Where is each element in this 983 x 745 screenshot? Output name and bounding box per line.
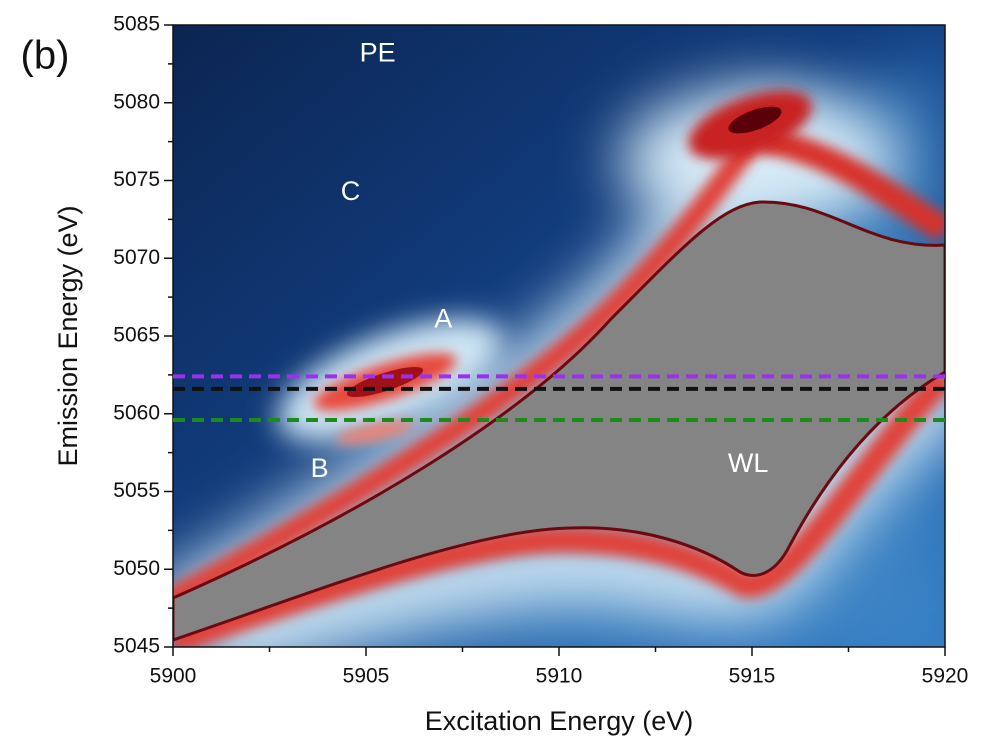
annotation: C bbox=[341, 176, 361, 206]
x-tick-label: 5900 bbox=[150, 665, 197, 688]
y-tick-label: 5060 bbox=[113, 401, 160, 424]
y-tick-label: 5070 bbox=[113, 246, 160, 269]
x-tick-label: 5905 bbox=[343, 665, 390, 688]
x-tick-label: 5915 bbox=[729, 665, 776, 688]
y-tick-label: 5080 bbox=[113, 90, 160, 113]
x-tick-label: 5920 bbox=[922, 665, 969, 688]
intensity-map bbox=[173, 25, 945, 647]
annotation: B bbox=[311, 453, 329, 483]
annotation: PE bbox=[360, 38, 396, 68]
y-tick-label: 5075 bbox=[113, 168, 160, 191]
y-tick-label: 5050 bbox=[113, 557, 160, 580]
annotation: WL bbox=[728, 448, 769, 478]
annotation: A bbox=[434, 304, 452, 334]
x-axis-title: Excitation Energy (eV) bbox=[425, 706, 694, 736]
y-tick-label: 5045 bbox=[113, 635, 160, 658]
x-tick-label: 5910 bbox=[536, 665, 583, 688]
y-tick-label: 5065 bbox=[113, 324, 160, 347]
panel-label: (b) bbox=[21, 34, 70, 78]
y-tick-label: 5055 bbox=[113, 479, 160, 502]
y-axis-title: Emission Energy (eV) bbox=[53, 205, 83, 466]
y-tick-label: 5085 bbox=[113, 13, 160, 36]
